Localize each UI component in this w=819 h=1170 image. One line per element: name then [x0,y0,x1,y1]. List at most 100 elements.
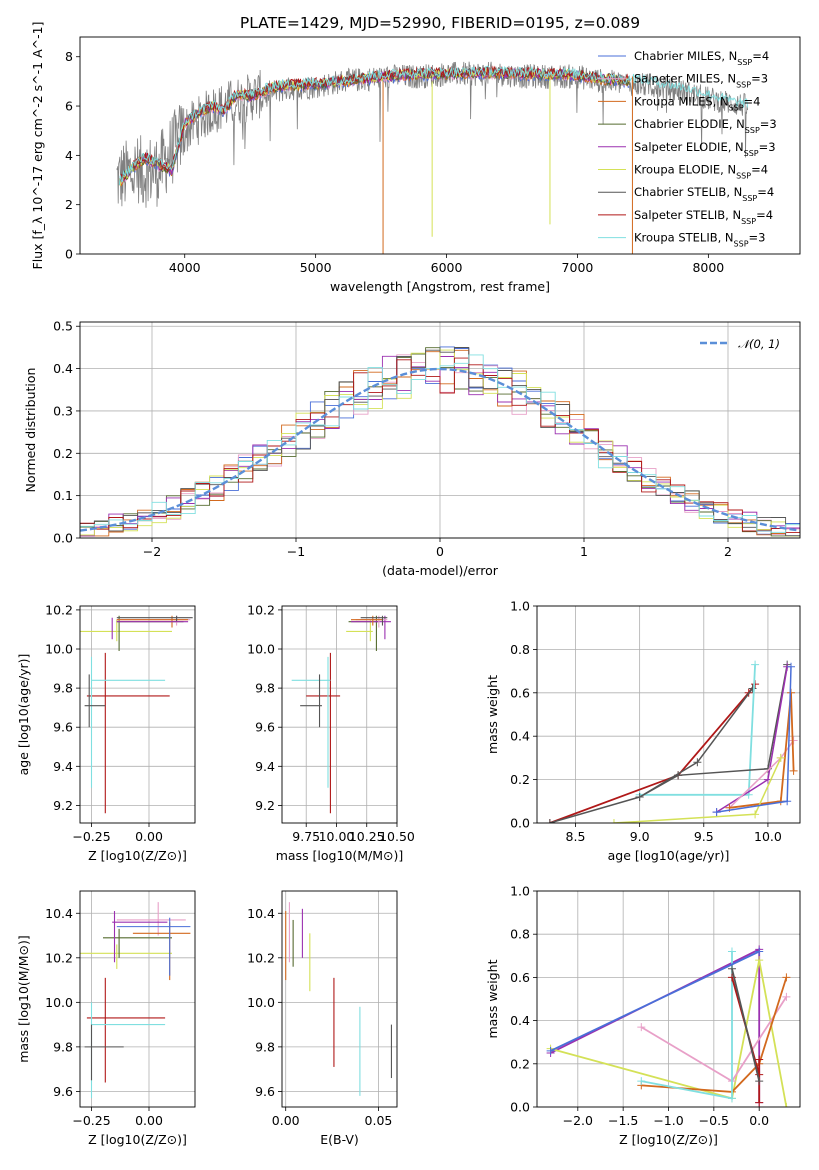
y-tick-label: 0.2 [53,446,73,461]
massweight-marker [545,819,554,823]
x-tick-label: 10.50 [379,829,415,844]
zweight-marker [755,1098,764,1107]
x-tick-label: 0.00 [135,829,163,844]
y-tick-label: 9.6 [255,720,275,735]
y-tick-label: 0.6 [510,970,530,985]
legend-label-kroupa_elodie: Kroupa ELODIE, NSSP=4 [634,163,768,181]
y-tick-label: 9.2 [255,798,275,813]
x-tick-label: −1.5 [608,1113,638,1128]
massweight-marker [712,808,721,817]
axes-frame [536,605,801,824]
massweight-marker [609,819,618,823]
legend-value: =4 [752,49,769,63]
legend-subscript: SSP [737,58,752,67]
x-tick-label: 0.00 [135,1113,163,1128]
y-tick-label: 0.1 [53,488,73,503]
y-tick-label: 9.6 [53,1084,73,1099]
zweight-marker [755,1077,764,1086]
legend-label-chabrier_elodie: Chabrier ELODIE, NSSP=3 [634,117,777,135]
massweight-line-kroupa-miles [729,692,795,809]
plot-content-residuals [80,346,800,538]
y-tick-label: 0.2 [510,1056,530,1071]
legend-value: =4 [744,94,761,108]
legend-label-gaussian: 𝒩(0, 1) [738,337,780,351]
zweight-marker [755,956,764,965]
x-tick-label: 9.0 [630,829,650,844]
y-tick-label: 9.8 [255,681,275,696]
y-tick-label: 9.4 [255,759,275,774]
massweight-marker [789,736,798,745]
plots-layer: 4000 5000 6000 7000 8000 0 2 4 6 8 wavelength [Ang… [16,22,801,1147]
x-tick-label: −0.5 [699,1113,729,1128]
x-tick-label: 6000 [431,260,463,275]
x-tick-label: 1 [580,544,588,559]
x-axis-label: Z [log10(Z/Z⊙)] [88,848,187,863]
y-tick-label: 10.0 [45,995,73,1010]
legend-value: =3 [751,72,768,86]
massweight-marker [635,792,644,801]
y-tick-label: 0.3 [53,403,73,418]
x-tick-label: −2.0 [563,1113,593,1128]
y-axis-label: Flux [f_λ 10^-17 erg cm^-2 s^-1 A^-1] [30,22,45,270]
x-axis-label: E(B-V) [320,1132,359,1147]
y-axis-label: age [log10(age/yr)] [16,654,31,776]
x-tick-label: 2 [724,544,732,559]
legend-label-salpeter_elodie: Salpeter ELODIE, NSSP=3 [634,140,776,158]
y-tick-label: 0 [65,247,73,262]
x-tick-label: 8.5 [566,829,586,844]
gaussian-curve [80,367,800,532]
y-tick-label: 10.0 [247,995,275,1010]
x-tick-label: 0 [436,544,444,559]
axes-Z_vs_mass: −0.25 0.00 9.6 9.8 10.0 10.2 10.4 Z [log10(Z/Z⊙… [16,890,196,1147]
x-tick-label: 9.75 [292,829,320,844]
y-tick-label: 0.6 [510,685,530,700]
y-tick-label: 6 [65,99,73,114]
zweight-marker [727,947,736,956]
x-axis-label: wavelength [Angstrom, rest frame] [330,279,550,294]
y-tick-label: 9.8 [255,1039,275,1054]
y-axis-label: mass [log10(M/M⊙)] [16,935,31,1063]
y-tick-label: 10.2 [247,950,275,965]
x-tick-label: 5000 [300,260,332,275]
y-tick-label: 10.0 [247,642,275,657]
massweight-marker [783,797,792,806]
x-axis-label: mass [log10(M/M⊙)] [276,848,404,863]
zweight-marker [637,1023,646,1032]
x-axis-label: Z [log10(Z/Z⊙)] [619,1132,718,1147]
y-tick-label: 8 [65,49,73,64]
y-tick-label: 9.2 [53,798,73,813]
massweight-marker [789,766,798,775]
massweight-marker [748,684,757,693]
legend-label-salpeter_miles: Salpeter MILES, NSSP=3 [634,72,768,90]
y-tick-label: 2 [65,197,73,212]
legend-value: =4 [751,163,768,177]
axes-Z_vs_age: −0.25 0.00 9.2 9.4 9.6 9.8 10.0 10.2 Z [log10(Z/… [16,602,196,863]
legend-label-chabrier_miles: Chabrier MILES, NSSP=4 [634,49,769,67]
legend-subscript: SSP [741,216,756,225]
x-tick-label: 10.25 [349,829,385,844]
y-tick-label: 0.2 [510,772,530,787]
x-tick-label: −2 [143,544,161,559]
axes-frame [79,321,801,539]
y-tick-label: 10.0 [45,642,73,657]
legend-value: =4 [756,208,773,222]
y-tick-label: 10.2 [45,950,73,965]
legend-subscript: SSP [736,80,751,89]
y-tick-label: 9.8 [53,1039,73,1054]
plot-content-Z_vs_age [80,615,193,814]
legend-subscript: SSP [745,126,760,135]
y-tick-label: 10.2 [45,602,73,617]
y-tick-label: 10.2 [247,602,275,617]
axes-frame [281,890,398,1108]
y-tick-label: 0.0 [53,531,73,546]
plot-content-Z_vs_massweight [546,945,791,1107]
y-tick-label: 0.0 [510,1100,530,1115]
y-tick-label: 0.5 [53,319,73,334]
zweight-marker [755,1055,764,1064]
y-tick-label: 9.4 [53,759,73,774]
y-tick-label: 9.8 [53,681,73,696]
legend-subscript: SSP [736,171,751,180]
legend-subscript: SSP [734,239,749,248]
